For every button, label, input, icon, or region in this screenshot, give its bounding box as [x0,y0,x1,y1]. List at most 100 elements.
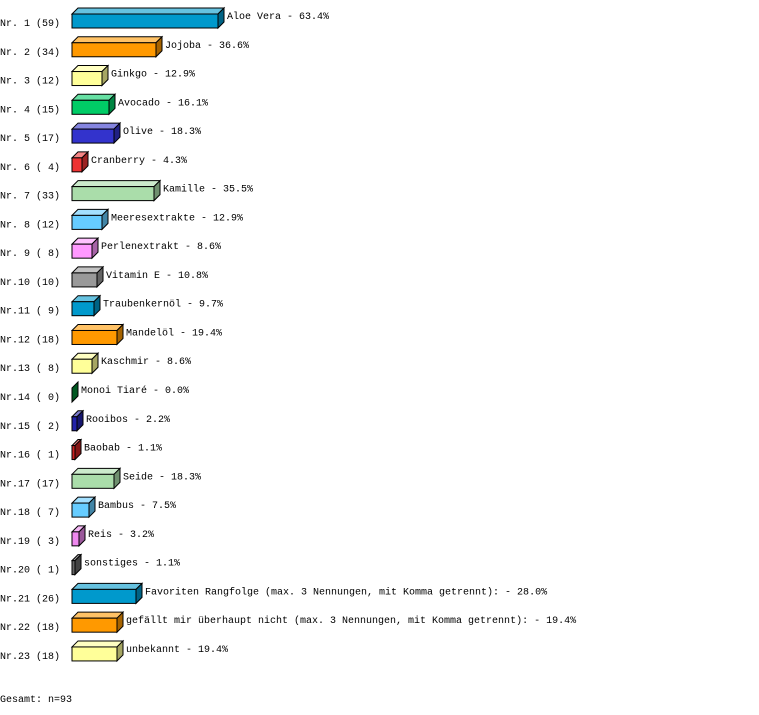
bar [71,99,110,115]
bar-side [74,438,82,461]
bar-side [78,524,86,548]
bar-side [74,553,82,576]
bar [71,42,157,58]
category-label: Nr. 2 (34) [0,47,60,59]
bar [71,416,78,432]
category-label: Nr. 1 (59) [0,18,60,30]
bar-side [113,121,121,145]
bar-top [70,611,125,619]
value-label: Kaschmir - 8.6% [101,356,191,368]
bar-top [70,36,164,44]
category-label: Nr.11 ( 9) [0,306,60,318]
bar [71,272,98,288]
bar-side [113,467,121,490]
value-label: Cranberry - 4.3% [91,155,187,167]
bar-side [101,64,109,87]
category-label: Nr. 5 (17) [0,133,60,145]
value-label: sonstiges - 1.1% [84,558,180,570]
bar [71,473,115,489]
category-label: Nr.21 (26) [0,593,60,605]
value-label: Ginkgo - 12.9% [111,69,195,81]
bar-top [70,582,144,590]
bar [71,502,90,518]
bar-top [70,323,125,331]
category-label: Nr.19 ( 3) [0,536,60,548]
bar [71,646,118,662]
bar-side [155,35,163,58]
value-label: Monoi Tiaré - 0.0% [81,385,189,397]
bar-side [116,610,124,634]
value-label: Kamille - 35.5% [163,184,253,196]
value-label: Mandelöl - 19.4% [126,327,222,339]
bar-top [70,467,122,475]
bar [71,358,93,374]
bar-side [101,208,109,231]
bar-top [70,93,117,101]
bar [71,531,80,547]
category-label: Nr.16 ( 1) [0,450,60,462]
bar-side [91,352,99,375]
value-label: Seide - 18.3% [123,471,201,483]
bar [71,301,95,317]
bar-side [71,380,79,404]
value-label: Olive - 18.3% [123,126,201,138]
bar [71,71,103,87]
bar-top [70,7,226,15]
bar [71,588,137,604]
bar-side [108,93,116,116]
category-label: Nr.18 ( 7) [0,507,60,519]
value-label: Avocado - 16.1% [118,97,208,109]
category-label: Nr. 7 (33) [0,191,60,203]
bar-side [153,179,161,202]
bar [71,329,118,345]
category-label: Nr.20 ( 1) [0,565,60,577]
bar-side [81,150,89,174]
bar-side [135,582,143,605]
value-label: Bambus - 7.5% [98,500,176,512]
category-label: Nr.17 (17) [0,478,60,490]
category-label: Nr.22 (18) [0,622,60,634]
bar [71,214,103,230]
value-label: Aloe Vera - 63.4% [227,11,329,23]
category-label: Nr. 9 ( 8) [0,248,60,260]
value-label: gefällt mir überhaupt nicht (max. 3 Nenn… [126,615,576,627]
bar-top [70,122,122,130]
bar [71,157,83,173]
category-label: Nr.10 (10) [0,277,60,289]
value-label: Reis - 3.2% [88,529,154,541]
bar-top [70,180,162,188]
category-label: Nr. 4 (15) [0,104,60,116]
value-label: Rooibos - 2.2% [86,414,170,426]
category-label: Nr.23 (18) [0,651,60,663]
bar-side [93,294,101,317]
value-label: Vitamin E - 10.8% [106,270,208,282]
bar [71,243,93,259]
value-label: Baobab - 1.1% [84,443,162,455]
bar-side [96,265,104,289]
bar-side [76,409,84,432]
category-label: Nr. 8 (12) [0,219,60,231]
bar-side [116,639,124,663]
value-label: Traubenkernöl - 9.7% [103,299,223,311]
category-label: Nr. 3 (12) [0,76,60,88]
total-label: Gesamt: n=93 [0,695,72,706]
value-label: Favoriten Rangfolge (max. 3 Nennungen, m… [145,586,547,598]
bar [71,617,118,633]
bar-side [91,236,99,260]
bar [71,186,155,202]
bar [71,128,115,144]
category-label: Nr.12 (18) [0,334,60,346]
value-label: Perlenextrakt - 8.6% [101,241,221,253]
bar-side [217,6,225,30]
bar-top [70,640,125,648]
value-label: Jojoba - 36.6% [165,40,249,52]
category-label: Nr. 6 ( 4) [0,162,60,174]
value-label: unbekannt - 19.4% [126,644,228,656]
bar-side [116,323,124,346]
category-label: Nr.13 ( 8) [0,363,60,375]
bar [71,13,219,29]
category-label: Nr.14 ( 0) [0,392,60,404]
category-label: Nr.15 ( 2) [0,421,60,433]
value-label: Meeresextrakte - 12.9% [111,212,243,224]
